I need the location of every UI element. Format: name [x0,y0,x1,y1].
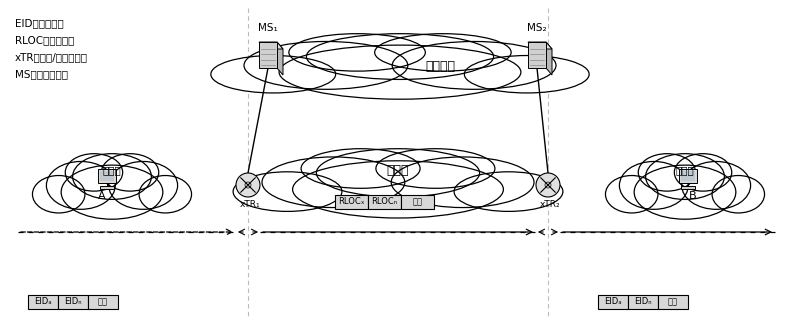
Bar [679,169,697,183]
Text: MS：映射服务器: MS：映射服务器 [15,69,68,79]
Text: xTR₂: xTR₂ [540,200,560,209]
Text: EID：终端标识: EID：终端标识 [15,18,64,28]
Text: EIDₙ: EIDₙ [634,298,652,307]
Bar [88,295,118,309]
Polygon shape [277,42,283,75]
Text: RLOCₓ: RLOCₓ [338,197,365,206]
Ellipse shape [374,34,511,71]
Ellipse shape [646,154,724,199]
Ellipse shape [306,34,494,79]
Ellipse shape [73,154,151,199]
Circle shape [536,173,560,197]
Polygon shape [546,42,552,75]
Ellipse shape [638,154,696,191]
Text: 映射系统: 映射系统 [425,59,455,73]
Bar [335,195,368,209]
Ellipse shape [139,176,191,213]
Text: B: B [689,191,697,201]
Bar [681,186,695,189]
Text: 数据: 数据 [413,197,422,206]
Bar [98,169,116,183]
Ellipse shape [61,165,163,219]
Text: 数据: 数据 [668,298,678,307]
Ellipse shape [262,157,405,208]
Ellipse shape [674,154,732,191]
Ellipse shape [301,149,420,188]
Ellipse shape [66,154,122,191]
Bar [368,195,401,209]
Bar [28,295,58,309]
Bar [100,186,114,189]
Text: EIDₐ: EIDₐ [34,298,52,307]
Ellipse shape [289,34,426,71]
Ellipse shape [233,172,342,212]
Polygon shape [528,42,552,49]
Bar [528,42,546,68]
Ellipse shape [376,149,495,188]
Bar [598,295,628,309]
Bar [681,171,695,181]
Ellipse shape [279,45,521,99]
Text: MS₁: MS₁ [258,23,278,33]
Ellipse shape [606,176,658,213]
Text: RLOC：路由标识: RLOC：路由标识 [15,35,74,45]
Ellipse shape [682,161,750,209]
Bar [259,42,277,68]
Ellipse shape [392,41,556,89]
Ellipse shape [454,172,563,212]
Text: EIDₙ: EIDₙ [64,298,82,307]
Ellipse shape [102,154,158,191]
Text: 接入网: 接入网 [102,165,122,175]
Ellipse shape [46,161,115,209]
Ellipse shape [211,56,336,93]
Ellipse shape [712,176,765,213]
Text: xTR₁: xTR₁ [240,200,260,209]
Ellipse shape [391,157,534,208]
Text: 接入网: 接入网 [676,165,694,175]
Bar [628,295,658,309]
Text: 数据: 数据 [98,298,108,307]
Text: 核心网: 核心网 [386,164,410,178]
Polygon shape [259,42,283,49]
Ellipse shape [293,161,503,218]
Bar [401,195,434,209]
Text: RLOCₙ: RLOCₙ [371,197,398,206]
Ellipse shape [33,176,85,213]
Bar [658,295,688,309]
Text: A: A [98,191,106,201]
Ellipse shape [244,41,408,89]
Text: EIDₐ: EIDₐ [604,298,622,307]
Text: MS₂: MS₂ [527,23,547,33]
Bar [100,171,114,181]
Ellipse shape [316,149,480,197]
Bar [58,295,88,309]
Ellipse shape [619,161,688,209]
Circle shape [236,173,260,197]
Ellipse shape [634,165,736,219]
Ellipse shape [464,56,589,93]
Ellipse shape [109,161,178,209]
Text: xTR：出口/入口路由器: xTR：出口/入口路由器 [15,52,88,62]
